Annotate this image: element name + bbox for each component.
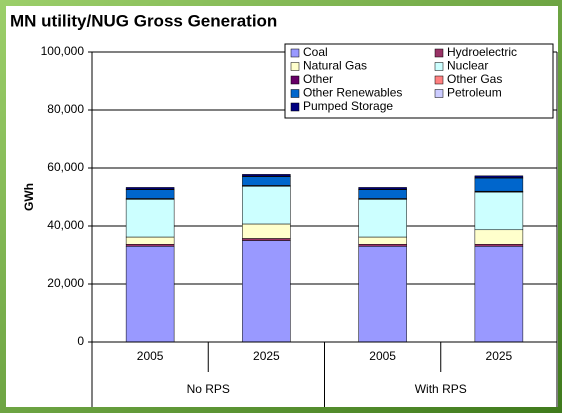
x-tick-label: 2005: [369, 349, 396, 363]
bar-segment: [474, 177, 524, 192]
bar-segment: [358, 189, 407, 199]
group-label: No RPS: [187, 382, 230, 396]
legend-swatch: [434, 89, 444, 98]
y-tick-label: 100,000: [41, 44, 85, 58]
legend-label: Nuclear: [447, 59, 488, 73]
bar-segment: [474, 229, 524, 245]
legend-swatch: [434, 75, 444, 85]
bar-segment: [125, 246, 175, 343]
legend-swatch: [290, 102, 300, 112]
group-label: With RPS: [415, 382, 467, 396]
legend-label: Other: [303, 72, 333, 86]
legend-label: Petroleum: [447, 86, 502, 100]
legend-swatch: [434, 48, 444, 58]
legend-swatch: [290, 75, 300, 85]
legend-swatch: [290, 62, 300, 71]
legend-label: Other Renewables: [303, 86, 402, 100]
legend-label: Pumped Storage: [303, 99, 393, 113]
y-tick-label: 0: [77, 334, 84, 348]
bar-segment: [474, 246, 524, 343]
bar-segment: [358, 187, 407, 190]
y-tick-label: 20,000: [47, 276, 84, 290]
bar-segment: [125, 236, 175, 245]
bar-segment: [242, 223, 291, 239]
bar-segment: [242, 238, 291, 241]
y-tick-label: 80,000: [47, 102, 84, 116]
bar-segment: [358, 236, 407, 245]
y-tick-label: 60,000: [47, 160, 84, 174]
bar-segment: [242, 174, 291, 177]
bar-segment: [474, 244, 524, 247]
legend-label: Hydroelectric: [447, 45, 517, 59]
legend-swatch: [290, 89, 300, 98]
y-tick-label: 40,000: [47, 218, 84, 232]
bar-segment: [358, 199, 407, 238]
bar-segment: [125, 199, 175, 238]
bar-segment: [242, 186, 291, 225]
bar-segment: [242, 240, 291, 343]
bar-segment: [474, 175, 524, 178]
legend: [284, 43, 554, 119]
legend-swatch: [434, 62, 444, 71]
bar-segment: [125, 244, 175, 247]
bar-segment: [125, 187, 175, 190]
bar-segment: [358, 244, 407, 247]
bar-segment: [358, 246, 407, 343]
x-tick-label: 2025: [253, 349, 280, 363]
x-tick-label: 2025: [486, 349, 513, 363]
bar-segment: [125, 189, 175, 199]
bar-segment: [242, 176, 291, 186]
x-tick-label: 2005: [137, 349, 164, 363]
legend-label: Coal: [303, 45, 328, 59]
legend-label: Other Gas: [447, 72, 502, 86]
y-axis-label: GWh: [22, 183, 36, 211]
legend-swatch: [290, 48, 300, 58]
chart-title: MN utility/NUG Gross Generation: [10, 11, 277, 30]
legend-label: Natural Gas: [303, 59, 367, 73]
bar-segment: [474, 191, 524, 231]
